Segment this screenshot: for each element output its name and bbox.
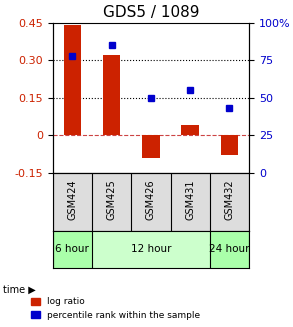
Bar xyxy=(64,26,81,135)
Text: 6 hour: 6 hour xyxy=(55,244,89,254)
Title: GDS5 / 1089: GDS5 / 1089 xyxy=(103,5,199,20)
Text: 12 hour: 12 hour xyxy=(131,244,171,254)
Text: GSM432: GSM432 xyxy=(224,180,234,220)
Bar xyxy=(103,55,120,135)
Text: GSM426: GSM426 xyxy=(146,180,156,220)
Text: GSM431: GSM431 xyxy=(185,180,195,220)
Bar xyxy=(142,135,160,158)
Legend: log ratio, percentile rank within the sample: log ratio, percentile rank within the sa… xyxy=(28,295,203,322)
Text: time ▶: time ▶ xyxy=(3,284,36,294)
Text: GSM424: GSM424 xyxy=(67,180,77,220)
Text: 24 hour: 24 hour xyxy=(209,244,250,254)
Bar xyxy=(221,135,238,155)
Bar xyxy=(181,125,199,135)
Text: GSM425: GSM425 xyxy=(107,180,117,220)
